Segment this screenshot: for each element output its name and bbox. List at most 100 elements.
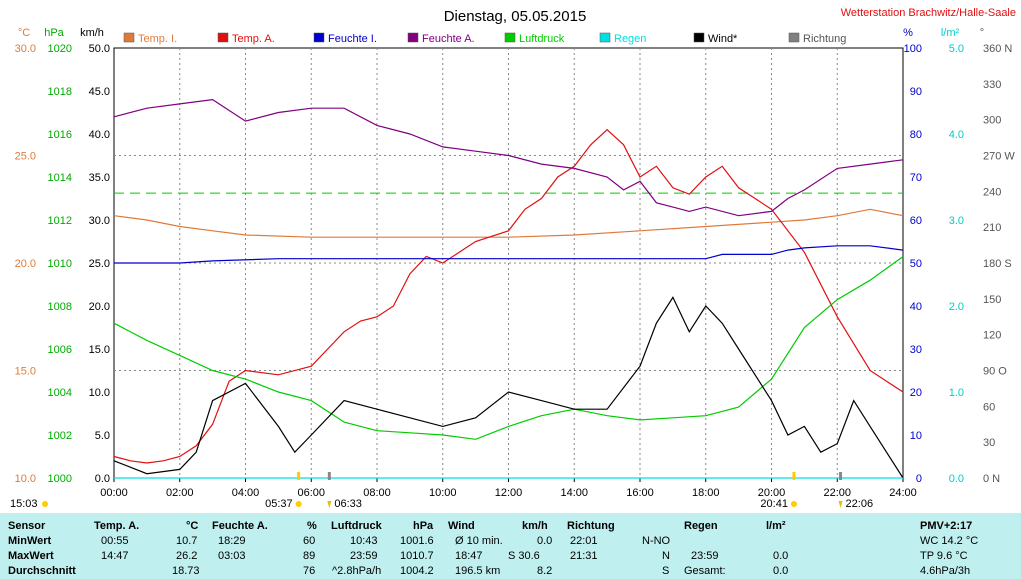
legend-label: Regen <box>614 33 646 45</box>
x-tick-label: 12:00 <box>495 487 523 499</box>
weather-chart: Dienstag, 05.05.2015 Wetterstation Brachw… <box>10 7 1016 510</box>
wind-axis-unit: km/h <box>80 27 104 39</box>
summary-panel: Sensor Temp. A. °C Feuchte A. % Luftdruc… <box>0 513 1021 579</box>
series-line-temp-a <box>113 128 904 464</box>
series-line-luftdruck <box>113 256 904 440</box>
pressure-tick-label: 1014 <box>48 172 72 184</box>
cell: 0.0 <box>537 535 553 547</box>
pressure-tick-label: 1016 <box>48 129 72 141</box>
row-label: MinWert <box>8 535 52 547</box>
direction-tick-label: 360 N <box>983 43 1012 55</box>
legend-swatch <box>504 32 516 43</box>
cell: 1010.7 <box>400 550 434 562</box>
series-line-feuchte-i <box>114 245 904 264</box>
header-humidity-unit: % <box>307 520 317 532</box>
humidity-tick-label: 0 <box>916 473 922 485</box>
header-wind: Wind <box>448 520 475 532</box>
pressure-axis-unit: hPa <box>44 27 64 39</box>
cell: 60 <box>303 535 316 547</box>
direction-tick-label: 270 W <box>983 151 1015 163</box>
direction-tick-label: 120 <box>983 330 1001 342</box>
x-tick-label: 08:00 <box>363 487 391 499</box>
cell: 10:43 <box>350 535 378 547</box>
direction-tick-label: 0 N <box>983 473 1000 485</box>
cell: 00:55 <box>101 535 129 547</box>
pressure-tick-label: 1008 <box>48 301 72 313</box>
direction-tick-label: 150 <box>983 294 1001 306</box>
legend-swatch <box>123 32 135 43</box>
cell: 21:31 <box>570 550 598 562</box>
moon-left-label: 15:03 <box>10 498 38 510</box>
legend-label: Luftdruck <box>519 33 565 45</box>
humidity-axis-unit: % <box>903 27 913 39</box>
cell: 18.73 <box>172 565 200 577</box>
cell: 26.2 <box>176 550 198 562</box>
legend-swatch <box>693 32 705 43</box>
header-direction: Richtung <box>567 520 615 532</box>
sunset-dot <box>790 501 797 507</box>
direction-tick-label: 180 S <box>983 258 1012 270</box>
wind-tick-label: 25.0 <box>89 258 110 270</box>
cell: S <box>662 565 670 577</box>
header-humidity: Feuchte A. <box>212 520 268 532</box>
wind-tick-label: 15.0 <box>89 344 110 356</box>
sunrise-label: 05:37 <box>265 498 293 510</box>
cell: 10.7 <box>176 535 198 547</box>
cell: 03:03 <box>218 550 246 562</box>
humidity-tick-label: 20 <box>910 387 922 399</box>
cell: 23:59 <box>350 550 378 562</box>
cell: 0.0 <box>773 550 789 562</box>
direction-axis-unit: ° <box>980 27 984 39</box>
humidity-tick-label: 50 <box>910 258 922 270</box>
direction-tick-label: 60 <box>983 401 995 413</box>
moon-left-dot <box>42 501 48 507</box>
rain-tick-label: 5.0 <box>949 43 964 55</box>
temp-tick-label: 10.0 <box>15 473 36 485</box>
cell: ^2.8hPa/h <box>332 565 382 577</box>
temp-tick-label: 25.0 <box>15 151 36 163</box>
series-line-temp-i <box>113 208 904 238</box>
summary-row-min: MinWert 00:55 10.7 18:29 60 10:43 1001.6… <box>0 535 1021 549</box>
direction-tick-label: 210 <box>983 222 1001 234</box>
temp-tick-label: 30.0 <box>15 43 36 55</box>
cell: 18:47 <box>455 550 483 562</box>
legend-label: Feuchte A. <box>422 33 475 45</box>
humidity-tick-label: 10 <box>910 430 922 442</box>
legend-label: Temp. A. <box>232 33 275 45</box>
humidity-tick-label: 90 <box>910 86 922 98</box>
pressure-tick-label: 1004 <box>48 387 72 399</box>
wind-tick-label: 40.0 <box>89 129 110 141</box>
temp-tick-label: 15.0 <box>15 366 36 378</box>
moonset-icon <box>838 501 843 508</box>
cell: 1004.2 <box>400 565 434 577</box>
direction-tick-label: 330 <box>983 79 1001 91</box>
cell: Ø 10 min. <box>455 535 503 547</box>
direction-tick-label: 30 <box>983 437 995 449</box>
direction-tick-label: 240 <box>983 186 1001 198</box>
pressure-tick-label: 1010 <box>48 258 72 270</box>
wind-tick-label: 45.0 <box>89 86 110 98</box>
rain-tick-label: 2.0 <box>949 301 964 313</box>
header-wind-unit: km/h <box>522 520 548 532</box>
header-pressure: Luftdruck <box>331 520 382 532</box>
cell: 22:01 <box>570 535 598 547</box>
x-tick-label: 02:00 <box>166 487 194 499</box>
moonrise-icon <box>327 501 332 508</box>
x-tick-label: 24:00 <box>889 487 917 499</box>
wind-tick-label: 20.0 <box>89 301 110 313</box>
series-line-wind <box>113 296 904 479</box>
humidity-tick-label: 70 <box>910 172 922 184</box>
wind-tick-label: 35.0 <box>89 172 110 184</box>
cell: 89 <box>303 550 316 562</box>
cell: S 30.6 <box>508 550 540 562</box>
sunset-label: 20:41 <box>760 498 788 510</box>
cell: N-NO <box>642 535 671 547</box>
cell: WC 14.2 °C <box>920 535 979 547</box>
header-temp: Temp. A. <box>94 520 140 532</box>
direction-tick-label: 90 O <box>983 366 1007 378</box>
chart-title: Dienstag, 05.05.2015 <box>444 8 587 25</box>
wind-tick-label: 30.0 <box>89 215 110 227</box>
legend-swatch <box>313 32 325 43</box>
legend-label: Feuchte I. <box>328 33 377 45</box>
legend-swatch <box>788 32 800 43</box>
